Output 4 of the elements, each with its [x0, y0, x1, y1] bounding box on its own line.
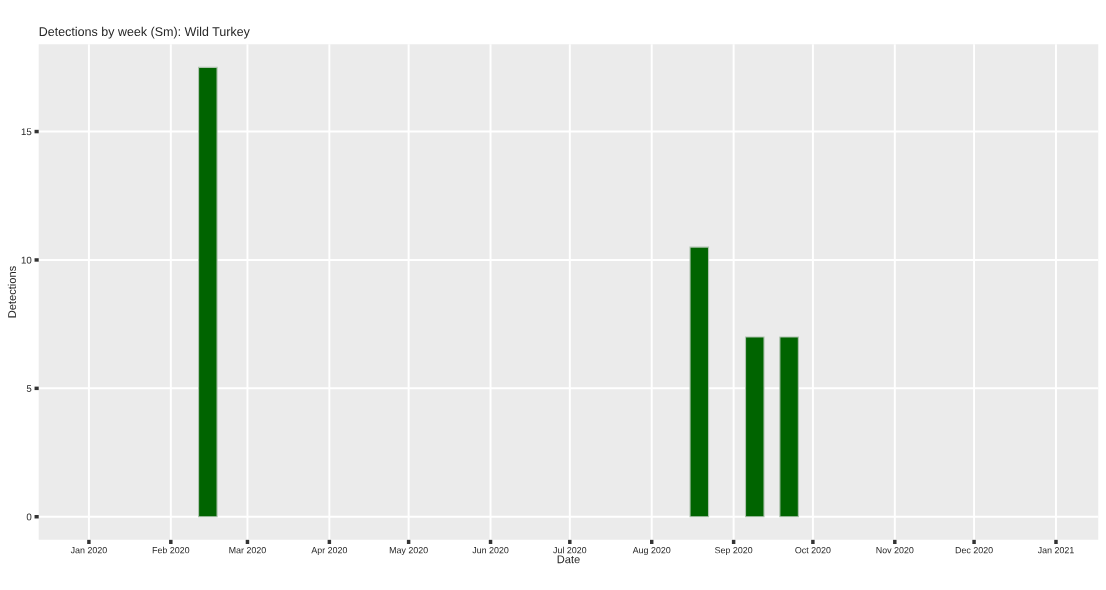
bar [689, 246, 710, 518]
bar [198, 66, 218, 518]
bar [779, 336, 799, 518]
bar [744, 336, 765, 518]
